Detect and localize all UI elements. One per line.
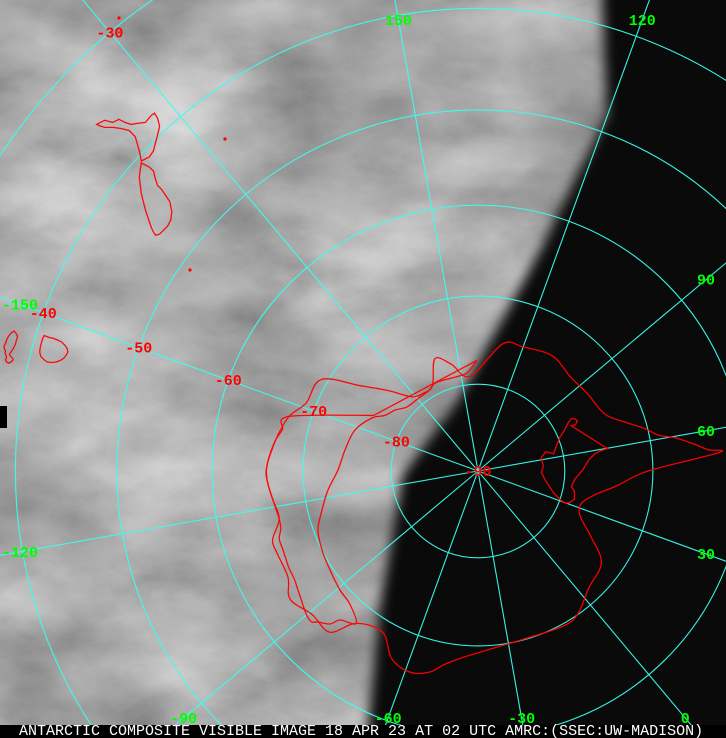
svg-text:-90: -90 [464, 464, 491, 481]
svg-text:150: 150 [385, 13, 412, 30]
svg-text:-30: -30 [96, 25, 123, 42]
svg-text:-80: -80 [383, 434, 410, 451]
svg-text:90: 90 [697, 273, 715, 290]
svg-text:-120: -120 [2, 545, 38, 562]
svg-text:120: 120 [629, 13, 656, 30]
svg-text:ANTARCTIC COMPOSITE VISIBLE IM: ANTARCTIC COMPOSITE VISIBLE IMAGE 18 APR… [19, 723, 703, 738]
svg-text:-40: -40 [30, 306, 57, 323]
svg-text:30: 30 [697, 547, 715, 564]
svg-text:-70: -70 [300, 404, 327, 421]
svg-text:-50: -50 [125, 341, 152, 358]
svg-text:-60: -60 [215, 373, 242, 390]
svg-text:60: 60 [697, 424, 715, 441]
